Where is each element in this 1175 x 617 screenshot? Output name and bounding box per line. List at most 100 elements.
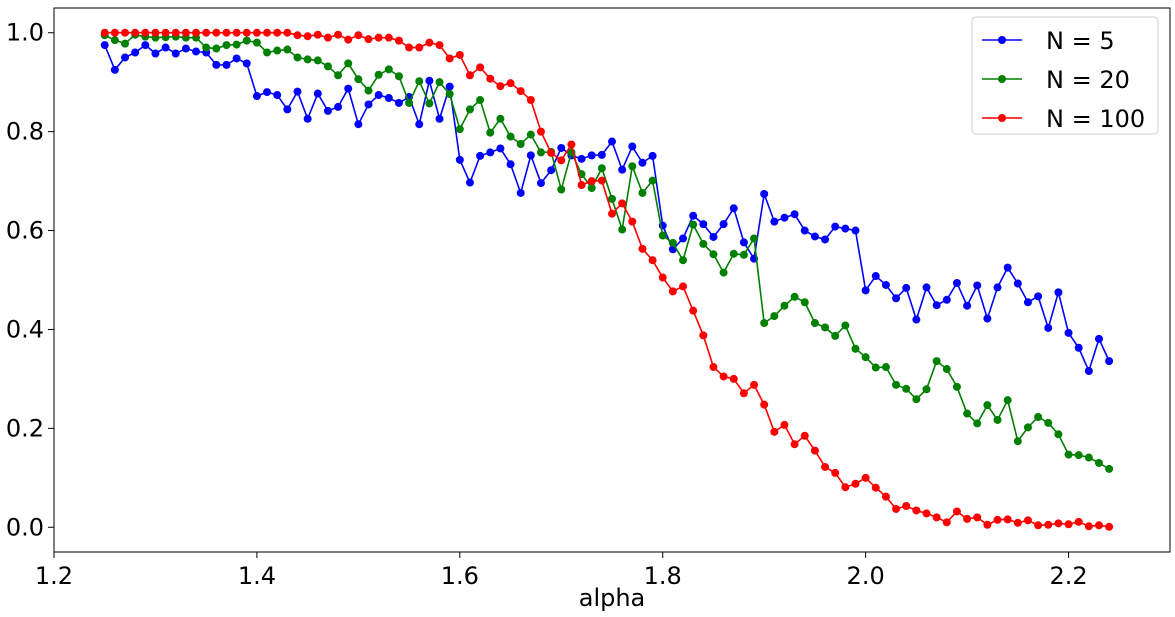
legend-marker — [998, 114, 1006, 122]
data-point — [242, 36, 251, 45]
data-point — [952, 382, 961, 391]
data-point — [628, 162, 637, 171]
data-point — [689, 211, 698, 220]
data-point — [1105, 522, 1114, 531]
data-point — [729, 374, 738, 383]
legend-marker — [998, 36, 1006, 44]
data-point — [861, 473, 870, 482]
series-line — [104, 31, 1110, 528]
data-point — [384, 94, 393, 103]
data-point — [181, 28, 190, 37]
data-point — [1044, 323, 1053, 332]
data-point — [689, 306, 698, 315]
ticks-layer: 1.2 1.4 1.6 1.8 2.0 2.2 0.0 0.2 0.4 0.6 0.8 1.0 — [6, 19, 1088, 590]
data-point — [821, 235, 830, 244]
data-point — [354, 75, 363, 84]
data-point — [354, 31, 363, 40]
data-point — [760, 400, 769, 409]
data-point — [628, 217, 637, 226]
data-point — [1023, 516, 1032, 525]
data-point — [263, 88, 272, 97]
data-point — [232, 54, 241, 63]
data-point — [942, 295, 951, 304]
data-point — [983, 401, 992, 410]
data-point — [323, 62, 332, 71]
data-point — [1023, 298, 1032, 307]
data-point — [273, 91, 282, 100]
data-point — [851, 226, 860, 235]
data-point — [455, 50, 464, 59]
data-point — [658, 273, 667, 282]
data-point — [394, 98, 403, 107]
data-point — [618, 199, 627, 208]
data-point — [932, 301, 941, 310]
data-point — [638, 158, 647, 167]
data-point — [709, 363, 718, 372]
data-point — [242, 59, 251, 68]
data-point — [486, 128, 495, 137]
data-point — [273, 46, 282, 55]
data-point — [161, 28, 170, 37]
data-point — [181, 44, 190, 53]
data-point — [1094, 458, 1103, 467]
y-tick-label: 0.0 — [6, 513, 44, 541]
data-point — [476, 63, 485, 72]
data-point — [800, 431, 809, 440]
y-tick-label: 0.6 — [6, 217, 44, 245]
data-point — [202, 43, 211, 52]
legend: N = 5 N = 20 N = 100 — [971, 16, 1159, 135]
y-tick-label: 0.8 — [6, 118, 44, 146]
data-point — [760, 189, 769, 198]
data-point — [699, 239, 708, 248]
data-point — [131, 48, 140, 57]
data-point — [283, 28, 292, 37]
data-point — [587, 151, 596, 160]
data-point — [121, 53, 130, 62]
data-point — [973, 513, 982, 522]
data-point — [161, 43, 170, 52]
data-point — [912, 506, 921, 515]
data-point — [354, 120, 363, 129]
data-point — [1054, 288, 1063, 297]
data-point — [993, 283, 1002, 292]
data-point — [892, 380, 901, 389]
data-point — [952, 278, 961, 287]
data-point — [435, 78, 444, 87]
x-tick-label: 1.6 — [441, 562, 479, 590]
data-point — [1064, 520, 1073, 529]
data-point — [648, 256, 657, 265]
data-point — [1074, 451, 1083, 460]
data-point — [536, 148, 545, 157]
data-point — [821, 323, 830, 332]
data-point — [263, 48, 272, 57]
data-point — [506, 132, 515, 141]
data-point — [374, 91, 383, 100]
data-point — [973, 281, 982, 290]
data-point — [780, 213, 789, 222]
series-line — [103, 44, 1110, 374]
data-point — [973, 419, 982, 428]
data-point — [628, 142, 637, 151]
data-point — [1013, 437, 1022, 446]
data-point — [831, 331, 840, 340]
data-point — [557, 156, 566, 165]
data-point — [242, 28, 251, 37]
data-point — [952, 507, 961, 516]
data-point — [871, 272, 880, 281]
data-point — [668, 287, 677, 296]
data-point — [303, 32, 312, 41]
data-point — [445, 54, 454, 63]
data-point — [547, 148, 556, 157]
data-point — [668, 238, 677, 247]
x-tick-label: 2.0 — [847, 562, 885, 590]
data-point — [922, 509, 931, 518]
data-point — [577, 154, 586, 163]
data-point — [881, 492, 890, 501]
data-point — [912, 315, 921, 324]
data-point — [729, 249, 738, 258]
data-point — [222, 28, 231, 37]
data-point — [608, 194, 616, 203]
data-point — [425, 38, 434, 47]
data-point — [1034, 292, 1043, 301]
data-point — [699, 220, 708, 229]
